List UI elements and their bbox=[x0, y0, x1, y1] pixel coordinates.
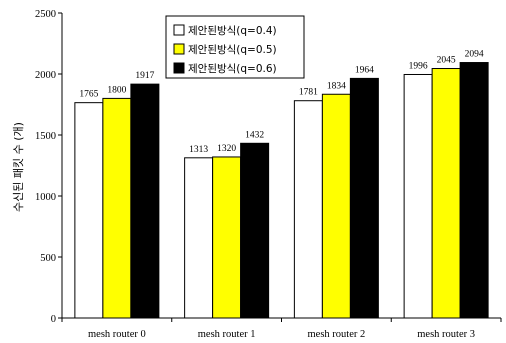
bar bbox=[74, 102, 104, 319]
data-label: 2094 bbox=[465, 50, 484, 60]
y-tick-label: 0 bbox=[51, 314, 56, 325]
bar bbox=[459, 62, 489, 319]
y-axis-label: 수신된 패킷 수 (개) bbox=[12, 122, 25, 212]
legend-label: 제안된방식(q=0.6) bbox=[188, 63, 277, 75]
bar bbox=[212, 156, 242, 319]
data-label: 1313 bbox=[189, 145, 208, 155]
bar bbox=[403, 73, 433, 319]
data-label: 1432 bbox=[245, 130, 264, 140]
bar bbox=[102, 97, 132, 319]
bar bbox=[321, 93, 351, 319]
y-tick-label: 1500 bbox=[35, 131, 56, 142]
data-label: 1320 bbox=[217, 144, 236, 154]
data-label: 1800 bbox=[107, 85, 126, 95]
bar bbox=[240, 142, 270, 319]
data-label: 2045 bbox=[437, 56, 456, 66]
x-tick-label: mesh router 1 bbox=[198, 329, 256, 340]
bar bbox=[431, 68, 461, 319]
legend-label: 제안된방식(q=0.5) bbox=[188, 44, 277, 56]
data-label: 1964 bbox=[355, 65, 374, 75]
y-tick-label: 1000 bbox=[35, 192, 56, 203]
data-label: 1834 bbox=[327, 81, 346, 91]
y-tick-label: 2000 bbox=[35, 70, 56, 81]
legend-swatch bbox=[173, 62, 185, 74]
y-tick-label: 2500 bbox=[35, 9, 56, 20]
bar bbox=[349, 77, 379, 319]
plot-area: 0 500 1000 1500 2000 2500 1765 1800 1917 mesh rou… bbox=[35, 9, 502, 340]
bar bbox=[293, 100, 323, 319]
data-label: 1765 bbox=[79, 90, 98, 100]
legend-swatch bbox=[173, 24, 185, 36]
y-tick-label: 500 bbox=[40, 253, 56, 264]
bar bbox=[184, 157, 214, 319]
bar bbox=[130, 83, 160, 319]
x-tick-label: mesh router 3 bbox=[417, 329, 475, 340]
data-label: 1781 bbox=[299, 88, 318, 98]
x-tick-label: mesh router 0 bbox=[88, 329, 146, 340]
x-tick-label: mesh router 2 bbox=[308, 329, 366, 340]
data-label: 1917 bbox=[135, 71, 154, 81]
legend-label: 제안된방식(q=0.4) bbox=[188, 25, 277, 37]
data-label: 1996 bbox=[409, 61, 428, 71]
legend-swatch bbox=[173, 43, 185, 55]
legend-box bbox=[165, 15, 305, 79]
